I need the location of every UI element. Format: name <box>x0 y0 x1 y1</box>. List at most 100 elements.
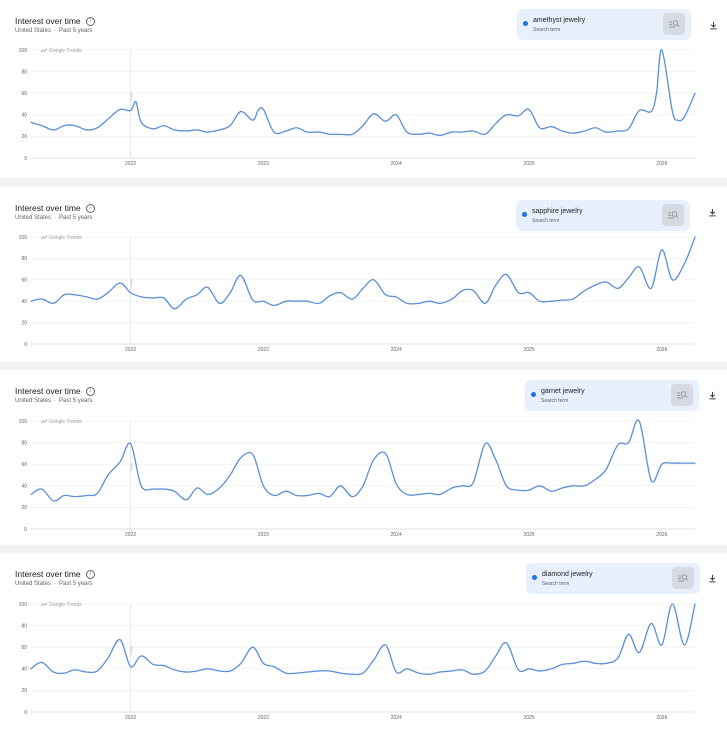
data-point <box>351 298 353 300</box>
data-point <box>86 494 88 496</box>
x-tick-label: 2025 <box>523 532 534 538</box>
data-point <box>229 670 231 672</box>
panel-title: Interest over time i <box>15 203 95 213</box>
data-point <box>528 291 530 293</box>
search-term-type: Search term <box>532 218 560 224</box>
compare-term-button[interactable] <box>672 567 694 589</box>
data-point <box>472 130 474 132</box>
x-tick-label: 2025 <box>523 347 534 353</box>
data-point <box>428 300 430 302</box>
data-point <box>694 92 696 94</box>
data-point <box>306 300 308 302</box>
search-term-type: Search term <box>533 27 561 33</box>
data-point <box>285 672 287 674</box>
y-tick-label: 100 <box>19 235 28 241</box>
trend-arrow-icon <box>40 235 48 240</box>
data-point <box>306 671 308 673</box>
data-point <box>329 670 331 672</box>
data-point <box>495 459 497 461</box>
data-point <box>484 670 486 672</box>
download-icon <box>708 208 716 216</box>
data-point <box>351 495 353 497</box>
data-point <box>627 276 629 278</box>
trend-panel-diamond: Interest over time i United States · Past … <box>0 553 727 735</box>
download-button[interactable] <box>705 205 719 219</box>
download-button[interactable] <box>705 571 719 585</box>
compare-term-button[interactable] <box>663 13 685 35</box>
data-point <box>538 485 540 487</box>
series-line <box>30 236 696 310</box>
y-tick-label: 100 <box>19 48 28 54</box>
data-point <box>63 672 65 674</box>
data-point <box>594 127 596 129</box>
data-point <box>584 289 586 291</box>
download-button[interactable] <box>706 18 720 32</box>
data-point <box>650 479 652 481</box>
series-line <box>30 49 696 136</box>
data-point <box>273 494 275 496</box>
data-point <box>119 108 121 110</box>
data-point <box>96 298 98 300</box>
info-icon[interactable]: i <box>85 203 95 213</box>
data-point <box>561 663 563 665</box>
data-point <box>638 266 640 268</box>
data-point <box>561 487 563 489</box>
data-point <box>584 485 586 487</box>
x-tick-label: 2022 <box>125 532 136 538</box>
data-point <box>650 287 652 289</box>
info-icon[interactable]: i <box>85 569 95 579</box>
data-point <box>257 109 259 111</box>
note-label: Note <box>129 91 134 100</box>
google-trends-watermark: Google Trends <box>40 419 82 425</box>
x-tick-label: 2023 <box>258 347 269 353</box>
data-point <box>561 299 563 301</box>
data-point <box>206 493 208 495</box>
search-term-card[interactable]: garnet jewelry Search term <box>525 380 699 411</box>
data-point <box>30 300 32 302</box>
data-point <box>418 493 420 495</box>
compare-term-button[interactable] <box>662 204 684 226</box>
data-point <box>273 304 275 306</box>
data-point <box>617 444 619 446</box>
data-point <box>362 124 364 126</box>
data-point <box>86 671 88 673</box>
data-point <box>451 670 453 672</box>
search-term-card[interactable]: diamond jewelry Search term <box>526 563 700 594</box>
trend-panel-garnet: Interest over time i United States · Past … <box>0 370 727 545</box>
data-point <box>152 488 154 490</box>
search-term-card[interactable]: sapphire jewelry Search term <box>516 200 690 231</box>
data-point <box>638 109 640 111</box>
data-point <box>140 121 142 123</box>
info-icon[interactable]: i <box>85 386 95 396</box>
data-point <box>439 493 441 495</box>
y-tick-label: 0 <box>24 342 27 348</box>
search-term-card[interactable]: amethyst jewelry Search term <box>517 9 691 40</box>
x-tick-label: 2022 <box>125 161 136 167</box>
y-tick-label: 0 <box>24 156 27 162</box>
data-point <box>30 121 32 123</box>
data-point <box>140 296 142 298</box>
download-icon <box>708 391 716 399</box>
data-point <box>418 133 420 135</box>
x-tick-label: 2022 <box>125 347 136 353</box>
info-icon[interactable]: i <box>85 16 95 26</box>
y-tick-label: 40 <box>21 667 27 673</box>
data-point <box>229 474 231 476</box>
data-point <box>52 129 54 131</box>
data-point <box>572 298 574 300</box>
data-point <box>40 298 42 300</box>
data-point <box>572 485 574 487</box>
data-point <box>285 300 287 302</box>
data-point <box>538 670 540 672</box>
data-point <box>372 279 374 281</box>
data-point <box>285 490 287 492</box>
data-point <box>495 122 497 124</box>
data-point <box>528 668 530 670</box>
data-point <box>451 298 453 300</box>
data-point <box>339 291 341 293</box>
download-button[interactable] <box>705 388 719 402</box>
data-point <box>152 297 154 299</box>
compare-term-button[interactable] <box>671 384 693 406</box>
data-point <box>671 603 673 605</box>
data-point <box>671 462 673 464</box>
